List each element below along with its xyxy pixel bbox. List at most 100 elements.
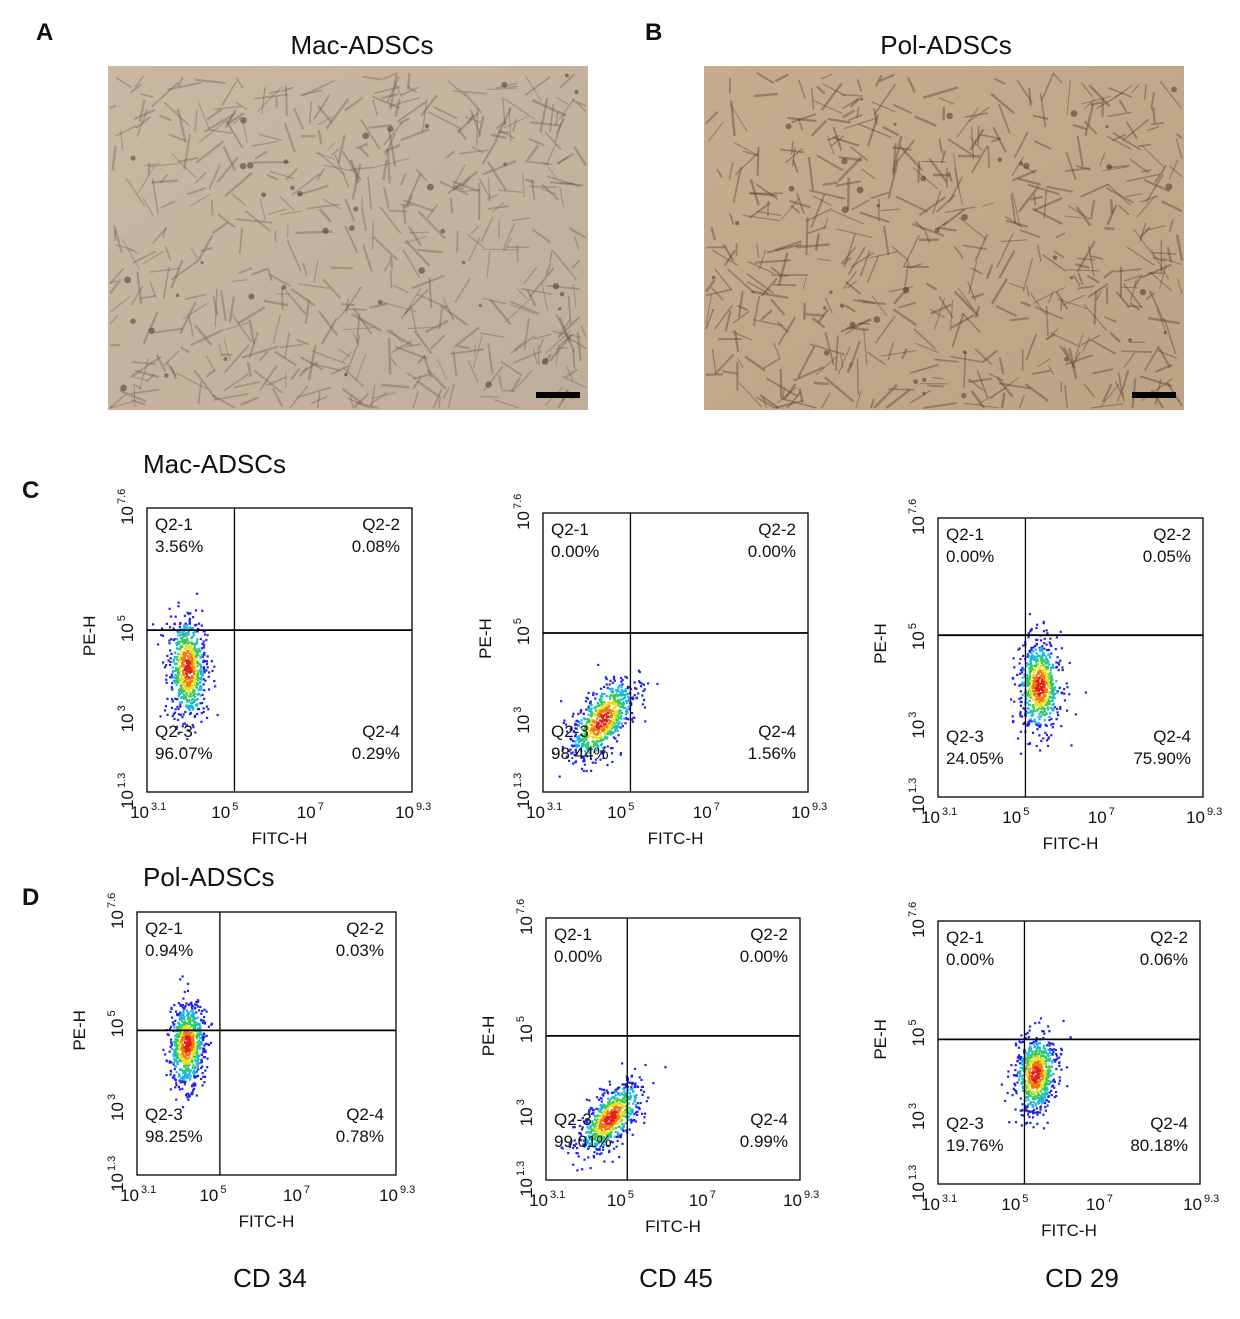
x-tick-exp: 9.3 [1207, 806, 1222, 818]
event [214, 685, 217, 688]
cell [918, 196, 946, 217]
cell-body [283, 159, 289, 165]
event [174, 681, 177, 684]
event [159, 715, 162, 718]
cell [532, 333, 552, 340]
event [624, 699, 628, 703]
y-tick-exp: 3 [116, 705, 128, 711]
event [197, 1000, 200, 1003]
cell [405, 343, 421, 348]
event [189, 1032, 192, 1035]
event [594, 761, 597, 764]
event [185, 678, 188, 681]
event [613, 1120, 616, 1123]
cell [837, 156, 863, 182]
event [180, 632, 184, 635]
event [185, 646, 188, 650]
event [1039, 749, 1042, 752]
event [621, 1103, 624, 1106]
cell [947, 138, 975, 157]
event [194, 650, 197, 653]
event [586, 735, 589, 739]
event [601, 728, 604, 731]
event [1040, 1101, 1044, 1105]
event [630, 1118, 633, 1121]
event [622, 1098, 625, 1101]
event [181, 689, 184, 693]
cell-body [362, 132, 370, 140]
event [186, 729, 189, 732]
event [561, 745, 564, 749]
cell [312, 350, 347, 365]
event [205, 1010, 208, 1013]
event [585, 742, 589, 745]
cell [748, 191, 778, 197]
event [1045, 739, 1049, 742]
cell [1042, 254, 1067, 273]
event [597, 722, 600, 725]
event [626, 708, 629, 711]
event [1018, 697, 1021, 700]
cell [557, 156, 569, 165]
cell [840, 318, 872, 333]
event [193, 681, 196, 684]
event [185, 1064, 188, 1067]
cell [370, 384, 376, 409]
cell [524, 178, 536, 184]
event [1016, 1081, 1019, 1084]
cell [996, 233, 1014, 269]
event [620, 694, 623, 697]
event [583, 1158, 586, 1161]
cell [847, 326, 869, 332]
event [188, 663, 191, 666]
event [619, 1114, 623, 1117]
cell [930, 303, 952, 315]
event [1044, 689, 1048, 692]
event [582, 728, 585, 731]
event [1036, 701, 1039, 705]
event [191, 1015, 195, 1019]
cell [344, 225, 359, 254]
cell [252, 140, 279, 147]
event [612, 1101, 615, 1104]
cell [113, 225, 123, 253]
event [1046, 677, 1049, 681]
event [162, 1048, 165, 1052]
event [581, 728, 584, 731]
event [630, 1075, 633, 1078]
event [1040, 649, 1044, 653]
event [616, 690, 619, 693]
event [1042, 671, 1045, 674]
event [1036, 638, 1039, 641]
cell [151, 179, 178, 184]
event [170, 1016, 174, 1019]
cell [849, 97, 861, 108]
event [1043, 701, 1046, 704]
event [589, 745, 593, 748]
cell [226, 115, 233, 126]
event [183, 1046, 186, 1049]
cell [546, 175, 581, 188]
event [1026, 655, 1029, 658]
cell [545, 330, 571, 355]
event [195, 1003, 198, 1006]
cell [510, 303, 536, 315]
cell [812, 99, 843, 115]
event [626, 1088, 630, 1091]
x-tick-exp: 5 [628, 1189, 634, 1201]
cell [549, 181, 584, 187]
event [178, 622, 182, 625]
event [612, 700, 615, 703]
event [178, 1088, 181, 1091]
event [629, 1097, 632, 1100]
cell [1143, 346, 1160, 372]
event [609, 1135, 613, 1138]
cell [212, 296, 219, 316]
event [169, 1046, 172, 1049]
event [1039, 682, 1042, 685]
event [1040, 698, 1043, 701]
event [193, 647, 196, 650]
cell [284, 332, 291, 359]
event [179, 1018, 183, 1021]
event [619, 694, 622, 697]
